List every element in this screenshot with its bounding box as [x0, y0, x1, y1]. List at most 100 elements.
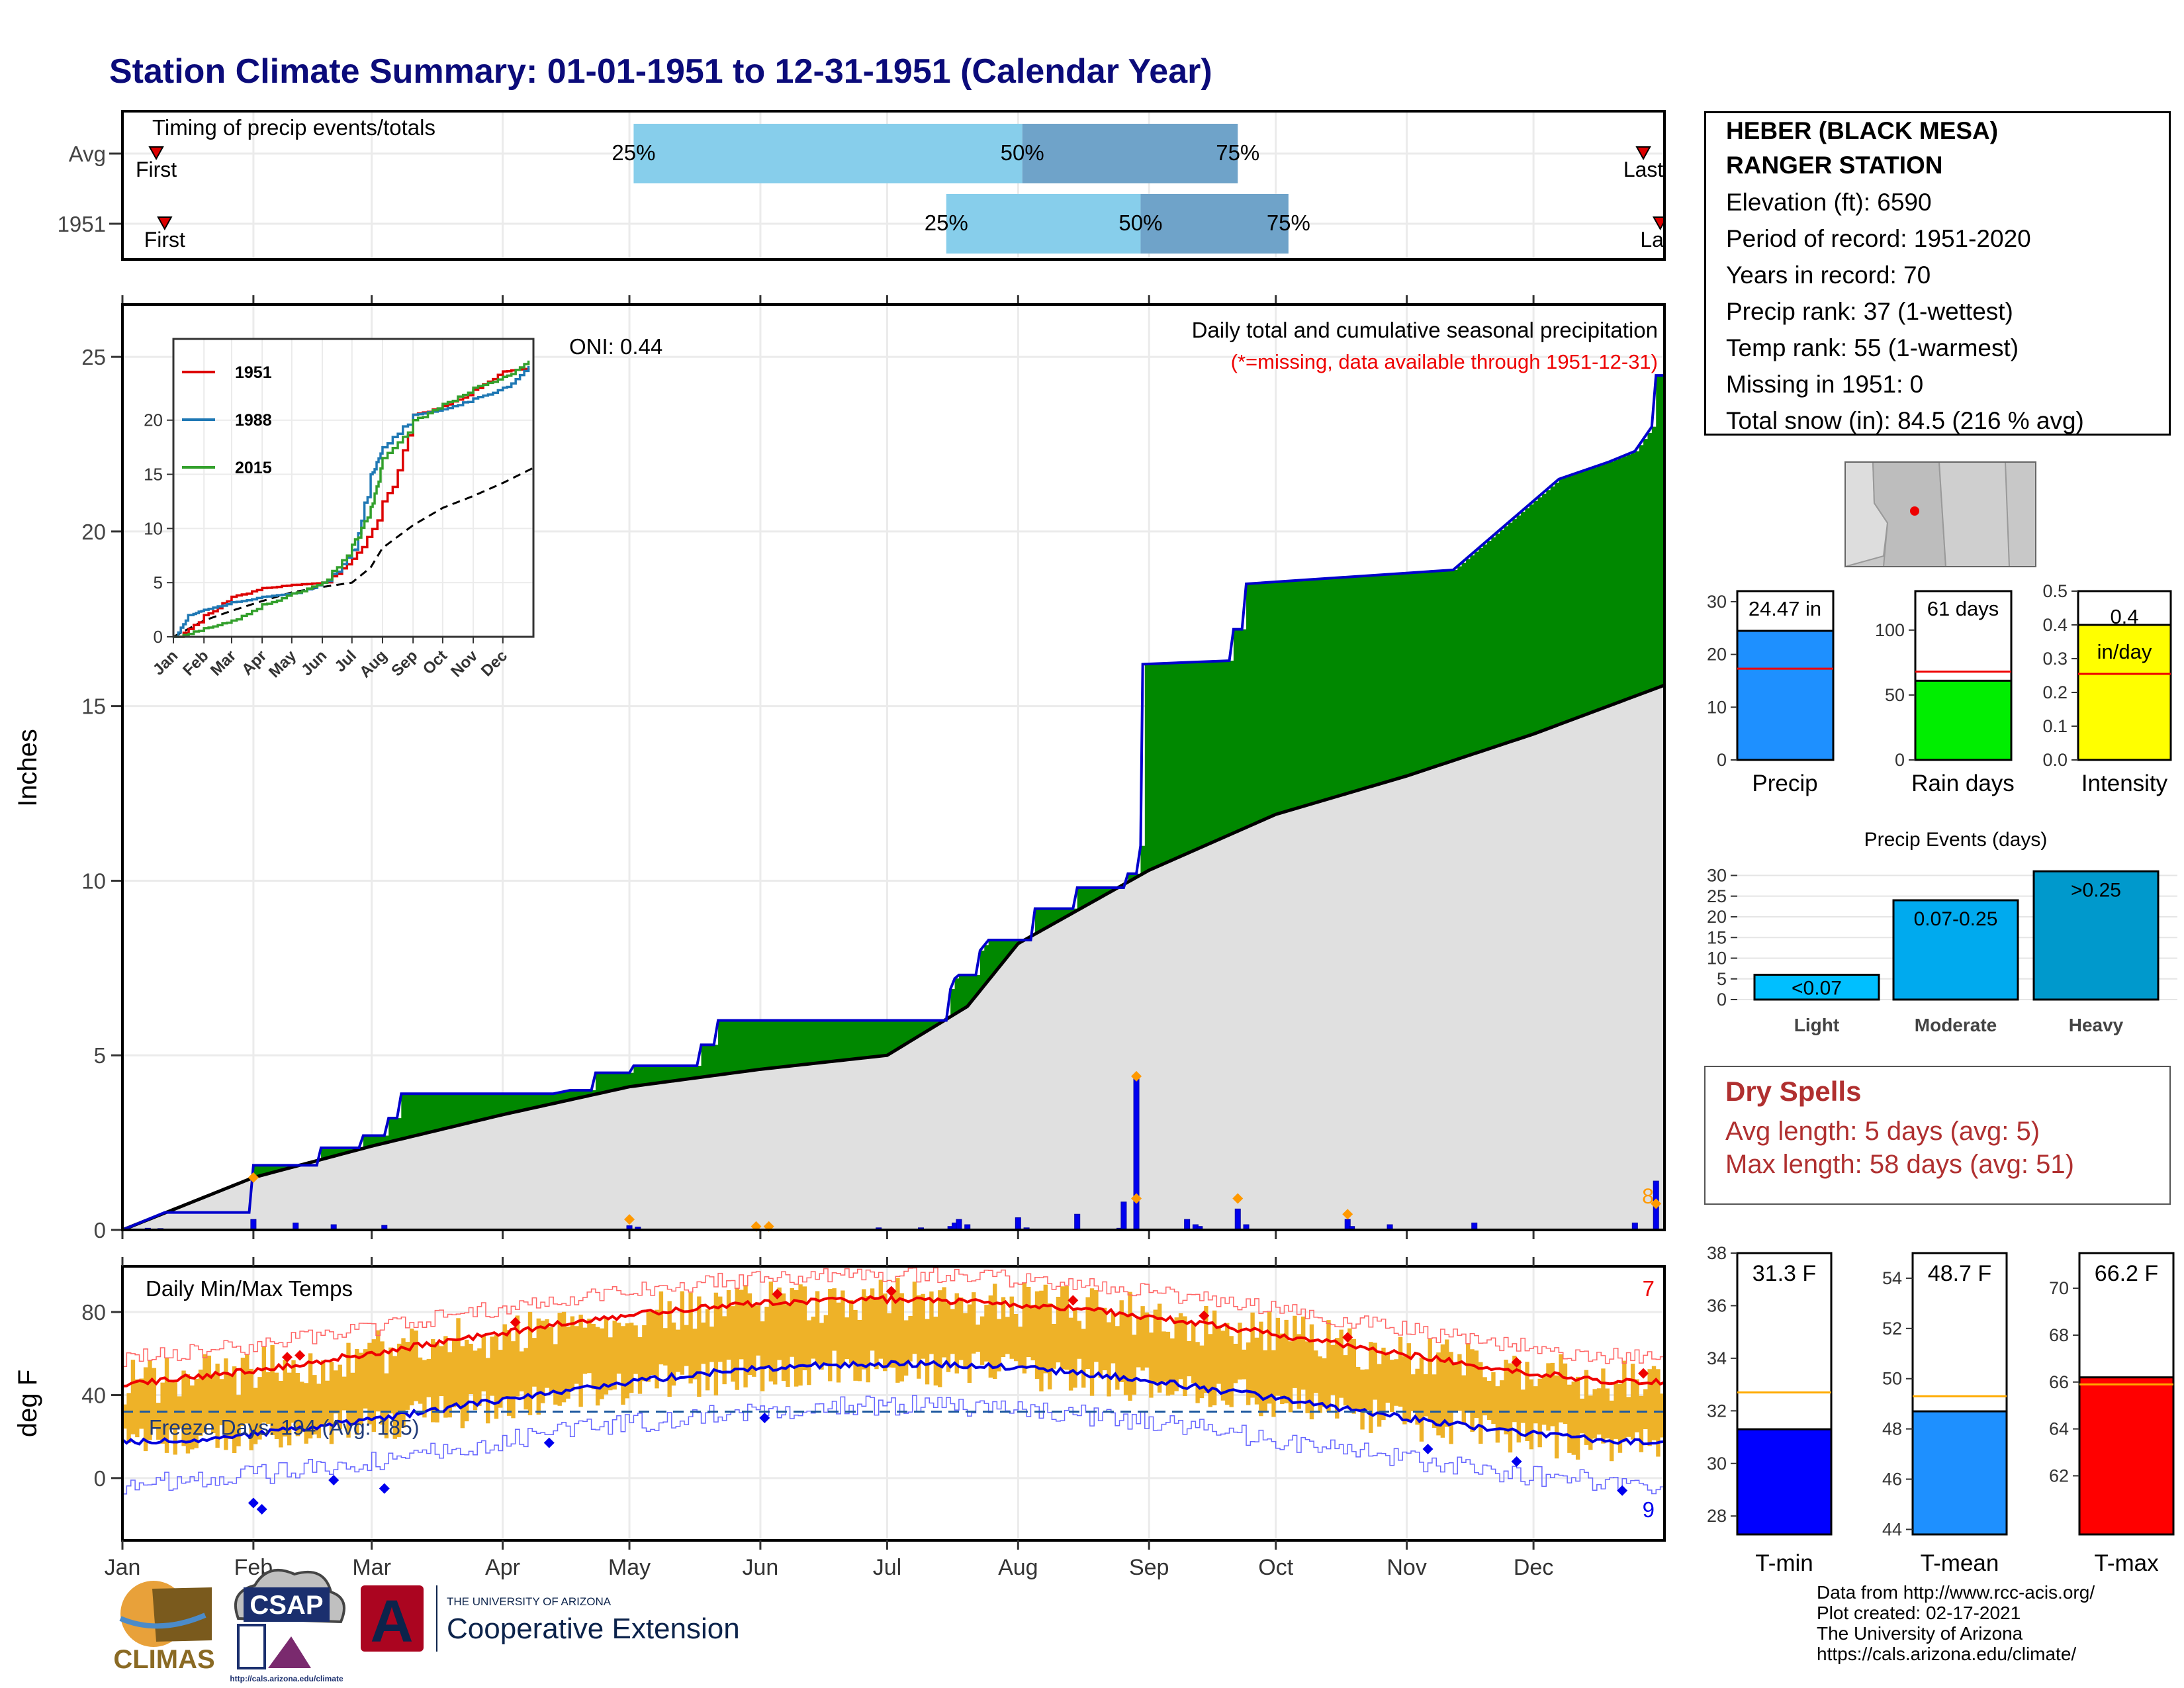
- snow-marker: [1131, 1193, 1142, 1204]
- tmax-label: T-max: [2094, 1550, 2159, 1576]
- snow-marker: [248, 1172, 259, 1183]
- timing-row-label: 1951: [58, 212, 106, 236]
- map-frame: [1844, 461, 2036, 567]
- daily-precip-bar: [1015, 1217, 1021, 1231]
- timing-label-25: 25%: [612, 140, 655, 165]
- precip-panel-border: [121, 303, 1666, 1231]
- events-ytick-label: 30: [1707, 866, 1727, 886]
- last-event-label: Last: [1623, 158, 1664, 181]
- dry-spells-title: Dry Spells: [1725, 1076, 1862, 1107]
- record-high-marker: [1342, 1332, 1353, 1343]
- events-ytick-label: 20: [1707, 907, 1727, 927]
- precip-description: Daily total and cumulative seasonal prec…: [1192, 318, 1658, 342]
- station-location-dot: [1910, 506, 1919, 516]
- daily-precip-bar: [1120, 1201, 1127, 1231]
- timing-bar-q2: [1140, 194, 1289, 254]
- precip-ytick-label: 20: [81, 520, 106, 544]
- snow-marker: [624, 1214, 635, 1225]
- events-bar-label: <0.07: [1792, 978, 1842, 1000]
- mini-bar-tick-label: 46: [1882, 1470, 1902, 1489]
- rain-days-value: 61 days: [1927, 597, 1999, 620]
- inset-legend-label: 2015: [235, 459, 272, 477]
- snow-marker: [1232, 1193, 1244, 1204]
- footer-source: Data from http://www.rcc-acis.org/: [1817, 1582, 2095, 1603]
- dry-spells-box: Dry Spells Avg length: 5 days (avg: 5) M…: [1704, 1066, 2171, 1205]
- first-event-marker: [148, 146, 164, 161]
- mini-bar-value: [1736, 630, 1835, 761]
- precip-ytick-label: 15: [81, 694, 106, 719]
- precip-ytick-label: 10: [81, 868, 106, 893]
- footer-university: The University of Arizona: [1817, 1623, 2023, 1644]
- timing-bar-q1: [633, 124, 1023, 183]
- mini-bar-tick-label: 66: [2049, 1372, 2069, 1392]
- record-high-marker: [1068, 1295, 1079, 1306]
- csap-mountain-shape: [268, 1636, 311, 1668]
- tmean-bar: 44 46 48 50 52 54 48.7 F T-mean: [1882, 1252, 2008, 1576]
- snow-marker: [1131, 1070, 1142, 1082]
- events-ytick-label: 10: [1707, 949, 1727, 968]
- main-title: Station Climate Summary: 01-01-1951 to 1…: [109, 52, 1212, 91]
- tmean-value: 48.7 F: [1928, 1261, 1991, 1286]
- mini-bar-tick-label: 68: [2049, 1325, 2069, 1345]
- rain-days-bar: 0 50 100 61 days Rain days: [1875, 590, 2015, 796]
- daily-precip-bar: [1074, 1213, 1081, 1231]
- daily-precip-bar: [1234, 1208, 1241, 1231]
- ua-extension-text: Cooperative Extension: [447, 1613, 740, 1645]
- record-low-marker: [1422, 1444, 1433, 1454]
- footer-credits: Data from http://www.rcc-acis.org/ Plot …: [1817, 1582, 2174, 1664]
- record-high-marker: [886, 1286, 897, 1297]
- station-info-box: HEBER (BLACK MESA) RANGER STATION Elevat…: [1704, 111, 2171, 436]
- record-high-count: 7: [1643, 1276, 1655, 1301]
- temp-ytick-label: 0: [94, 1466, 106, 1491]
- month-label: Aug: [998, 1555, 1038, 1580]
- month-label: Jan: [105, 1555, 141, 1580]
- precip-total-label: Precip: [1752, 771, 1817, 796]
- mini-bar-tick-label: 32: [1707, 1401, 1727, 1421]
- mini-bar-value: [1911, 1410, 2008, 1536]
- precip-missing-note: (*=missing, data available through 1951-…: [1231, 350, 1658, 373]
- intensity-unit: in/day: [2097, 640, 2152, 663]
- timing-label-25: 25%: [925, 211, 968, 235]
- mini-bar-tick-label: 20: [1707, 645, 1727, 665]
- daily-precip-bar: [250, 1219, 257, 1231]
- month-label: Nov: [1387, 1555, 1426, 1580]
- events-title: Precip Events (days): [1864, 829, 2048, 851]
- month-label: Oct: [1258, 1555, 1293, 1580]
- dry-spells-max: Max length: 58 days (avg: 51): [1725, 1150, 2074, 1179]
- timing-label-75: 75%: [1216, 140, 1259, 165]
- record-high-marker: [772, 1288, 783, 1299]
- events-ytick-label: 25: [1707, 886, 1727, 906]
- record-low-marker: [759, 1412, 770, 1423]
- record-min-line: [122, 1395, 1664, 1495]
- last-event-marker: [1635, 146, 1651, 161]
- daily-precip-bar: [1133, 1076, 1140, 1231]
- mini-bar-value: [1736, 1428, 1833, 1536]
- tmax-value: 66.2 F: [2095, 1261, 2158, 1286]
- timing-bar-q2: [1022, 124, 1238, 183]
- record-high-marker: [281, 1352, 293, 1363]
- ua-block-a-letter: A: [371, 1589, 414, 1655]
- inset-average-line: [173, 467, 534, 638]
- precip-yaxis-label: Inches: [13, 729, 42, 807]
- mini-bar-tick-label: 100: [1875, 620, 1905, 640]
- intensity-value: 0.4: [2110, 605, 2138, 628]
- record-max-line: [122, 1267, 1664, 1368]
- climas-river-shape: [119, 1613, 206, 1629]
- average-max-temp-line: [122, 1294, 1665, 1388]
- record-low-marker: [248, 1497, 259, 1509]
- mini-bar-tick-label: 64: [2049, 1419, 2069, 1439]
- footer-url: https://cals.arizona.edu/climate/: [1817, 1644, 2077, 1664]
- snow-marker: [1342, 1209, 1353, 1220]
- mini-bar-tick-label: 0.2: [2042, 682, 2068, 702]
- events-ytick-label: 15: [1707, 927, 1727, 947]
- events-bar-label: >0.25: [2071, 879, 2121, 901]
- events-bar: [1892, 899, 2019, 1001]
- mini-bar-tick-label: 34: [1707, 1348, 1727, 1368]
- station-period: Period of record: 1951-2020: [1726, 225, 2031, 252]
- mini-bar-tick-label: 70: [2049, 1278, 2069, 1298]
- first-event-marker: [157, 216, 173, 231]
- record-low-marker: [543, 1437, 555, 1448]
- intensity-label: Intensity: [2081, 771, 2168, 796]
- tmean-label: T-mean: [1921, 1550, 1999, 1576]
